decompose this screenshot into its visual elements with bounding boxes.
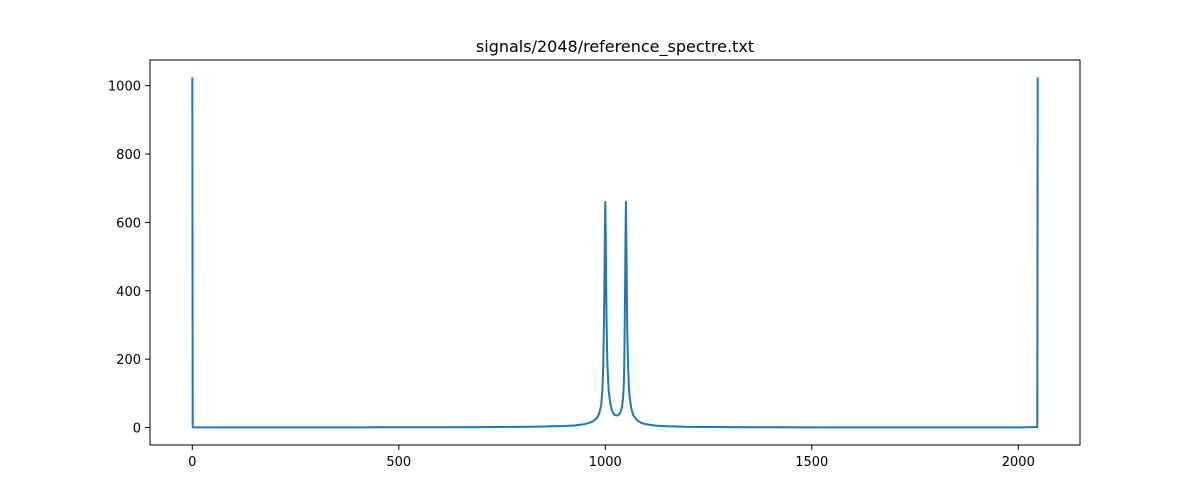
chart-title: signals/2048/reference_spectre.txt (476, 37, 754, 57)
y-tick-label: 800 (116, 148, 141, 163)
y-tick-label: 600 (116, 216, 141, 231)
series-line-0 (191, 77, 1039, 429)
y-tick-label: 0 (133, 422, 141, 437)
x-tick-label: 500 (386, 455, 411, 470)
y-tick-label: 200 (116, 353, 141, 368)
x-tick-label: 0 (188, 455, 196, 470)
x-tick-label: 2000 (1002, 455, 1035, 470)
axes-frame (149, 59, 1081, 446)
axes: 0 500 1000 1500 2000 0 200 400 600 800 1000 (108, 59, 1081, 470)
y-tick-label: 400 (116, 285, 141, 300)
plot-area (191, 77, 1039, 429)
x-tick-label: 1500 (795, 455, 828, 470)
y-tick-label: 1000 (108, 80, 141, 95)
x-tick-label: 1000 (589, 455, 622, 470)
